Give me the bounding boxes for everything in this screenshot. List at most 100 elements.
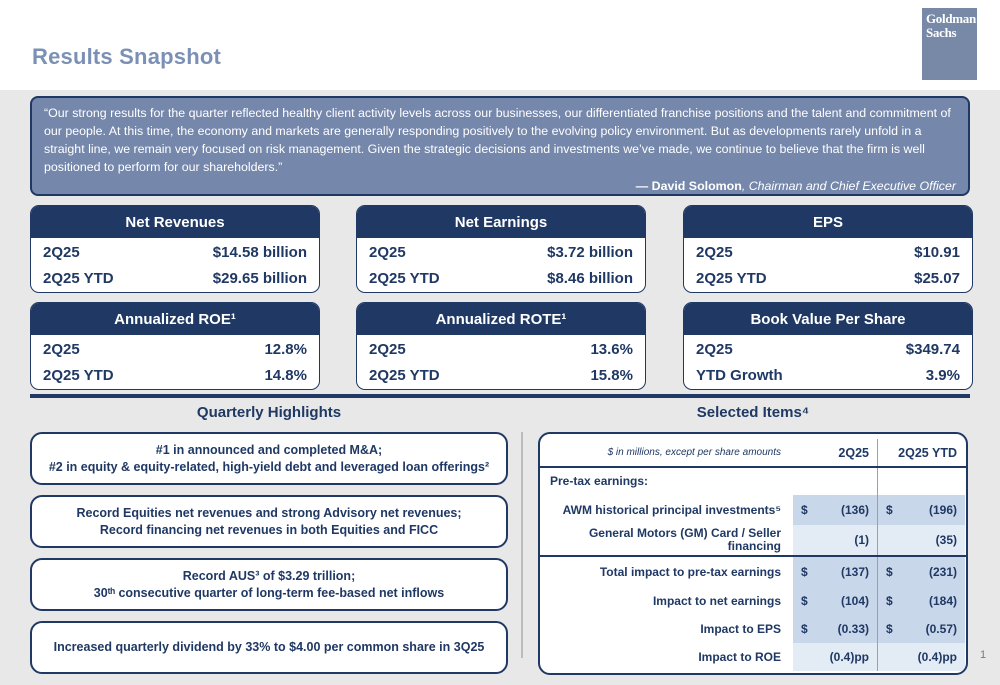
metric-row-label: 2Q25: [43, 341, 80, 358]
metric-row-label: 2Q25: [369, 341, 406, 358]
table-cell-value: (136): [840, 503, 869, 517]
dollar-sign: $: [801, 565, 808, 579]
metric-row-label: 2Q25 YTD: [43, 367, 114, 384]
table-row-label: General Motors (GM) Card / Seller financ…: [588, 526, 781, 553]
metric-card-annualized-roe: Annualized ROE¹ 2Q25 12.8% 2Q25 YTD 14.8…: [30, 302, 320, 390]
ceo-quote-text: “Our strong results for the quarter refl…: [44, 106, 951, 174]
metric-row-value: $10.91: [914, 244, 960, 261]
metric-card-book-value-per-share: Book Value Per Share 2Q25 $349.74 YTD Gr…: [683, 302, 973, 390]
metric-row-label: 2Q25 YTD: [369, 270, 440, 287]
metric-row: 2Q25 $349.74: [696, 337, 960, 363]
dollar-sign: $: [886, 594, 893, 608]
table-cell-value: (35): [935, 533, 957, 547]
table-row-label: Impact to EPS: [700, 621, 781, 636]
metric-row: 2Q25 $14.58 billion: [43, 240, 307, 266]
table-cell-value: (0.4)pp: [917, 650, 957, 664]
metric-row-value: $3.72 billion: [547, 244, 633, 261]
ceo-quote-box: “Our strong results for the quarter refl…: [30, 96, 970, 196]
metric-row-value: $8.46 billion: [547, 270, 633, 287]
metric-row: 2Q25 YTD $8.46 billion: [369, 266, 633, 292]
table-cell-value: (196): [928, 503, 957, 517]
metric-row: 2Q25 12.8%: [43, 337, 307, 363]
metric-row-value: 14.8%: [264, 367, 307, 384]
metric-card-net-revenues: Net Revenues 2Q25 $14.58 billion 2Q25 YT…: [30, 205, 320, 293]
metric-row-value: $14.58 billion: [212, 244, 307, 261]
page-title: Results Snapshot: [32, 44, 222, 69]
highlight-box-record-aus: Record AUS³ of $3.29 trillion; 30ᵗʰ cons…: [30, 558, 508, 611]
table-row-label: Impact to net earnings: [652, 593, 781, 608]
selected-items-table: $ in millions, except per share amounts …: [538, 432, 968, 675]
slide-header-band: [0, 0, 1000, 90]
metric-row-value: $349.74: [905, 341, 960, 358]
highlight-box-dividend: Increased quarterly dividend by 33% to $…: [30, 621, 508, 674]
highlight-line: Increased quarterly dividend by 33% to $…: [53, 640, 485, 654]
table-row-gm-card: General Motors (GM) Card / Seller financ…: [540, 525, 966, 555]
metric-row: 2Q25 13.6%: [369, 337, 633, 363]
quote-attribution-name: — David Solomon: [635, 179, 742, 193]
metric-row-label: 2Q25: [696, 341, 733, 358]
table-row-net-earnings: Impact to net earnings $ (104) $ (184): [540, 587, 966, 615]
metric-row: 2Q25 YTD $25.07: [696, 266, 960, 292]
selected-items-title: Selected Items⁴: [696, 404, 810, 421]
page-number: 1: [980, 649, 987, 661]
highlight-line: 30ᵗʰ consecutive quarter of long-term fe…: [93, 585, 445, 600]
dollar-sign: $: [801, 503, 808, 517]
metric-card-title: Annualized ROE¹: [31, 303, 319, 335]
table-cell-value: (104): [840, 594, 869, 608]
metric-card-annualized-rote: Annualized ROTE¹ 2Q25 13.6% 2Q25 YTD 15.…: [356, 302, 646, 390]
quote-attribution-title: , Chairman and Chief Executive Officer: [741, 179, 956, 193]
metric-card-title: Book Value Per Share: [684, 303, 972, 335]
metric-row-label: 2Q25: [369, 244, 406, 261]
metric-card-title: Net Earnings: [357, 206, 645, 238]
table-row-roe: Impact to ROE (0.4)pp (0.4)pp: [540, 643, 966, 671]
dollar-sign: $: [801, 594, 808, 608]
dollar-sign: $: [886, 503, 893, 517]
metric-row-value: 12.8%: [264, 341, 307, 358]
goldman-sachs-logo: Goldman Sachs: [922, 8, 977, 80]
highlight-line: #1 in announced and completed M&A;: [155, 442, 383, 457]
metric-card-net-earnings: Net Earnings 2Q25 $3.72 billion 2Q25 YTD…: [356, 205, 646, 293]
table-cell-value: (0.4)pp: [829, 650, 869, 664]
table-row-label: Impact to ROE: [698, 649, 781, 664]
table-section-label: Pre-tax earnings:: [550, 474, 649, 488]
metric-row-value: 3.9%: [925, 367, 960, 384]
metric-row: 2Q25 $10.91: [696, 240, 960, 266]
metric-row: 2Q25 YTD 14.8%: [43, 363, 307, 389]
table-unit-note: $ in millions, except per share amounts: [607, 447, 781, 458]
table-section-row: Pre-tax earnings:: [540, 468, 966, 495]
highlight-line: #2 in equity & equity-related, high-yiel…: [48, 459, 490, 474]
metric-row: 2Q25 $3.72 billion: [369, 240, 633, 266]
table-row-total-pretax: Total impact to pre-tax earnings $ (137) …: [540, 555, 966, 587]
metric-row: YTD Growth 3.9%: [696, 363, 960, 389]
table-cell-value: (137): [840, 565, 869, 579]
logo-line-2: Sachs: [926, 25, 957, 40]
table-col-header-2q25-ytd: 2Q25 YTD: [877, 439, 965, 466]
metric-card-title: Annualized ROTE¹: [357, 303, 645, 335]
table-cell-value: (0.33): [837, 622, 869, 636]
dollar-sign: $: [886, 565, 893, 579]
metric-row-label: 2Q25 YTD: [43, 270, 114, 287]
table-cell-value: (184): [928, 594, 957, 608]
metric-row-value: $25.07: [914, 270, 960, 287]
metric-card-eps: EPS 2Q25 $10.91 2Q25 YTD $25.07: [683, 205, 973, 293]
quote-attribution: — David Solomon, Chairman and Chief Exec…: [44, 177, 956, 195]
vertical-section-divider: [521, 432, 523, 658]
table-row-awm-investments: AWM historical principal investments⁵ $ (…: [540, 495, 966, 525]
highlight-box-record-revenues: Record Equities net revenues and strong …: [30, 495, 508, 548]
metric-card-title: Net Revenues: [31, 206, 319, 238]
section-divider-rule: [30, 394, 970, 398]
metric-card-title: EPS: [684, 206, 972, 238]
table-row-label: Total impact to pre-tax earnings: [599, 564, 781, 579]
highlight-line: Record AUS³ of $3.29 trillion;: [182, 568, 356, 583]
dollar-sign: $: [801, 622, 808, 636]
highlight-box-ma-rankings: #1 in announced and completed M&A; #2 in…: [30, 432, 508, 485]
table-cell-value: (1): [854, 533, 869, 547]
metric-row-value: 13.6%: [590, 341, 633, 358]
dollar-sign: $: [886, 622, 893, 636]
metric-row-value: 15.8%: [590, 367, 633, 384]
metric-row-label: 2Q25: [696, 244, 733, 261]
highlight-line: Record financing net revenues in both Eq…: [99, 522, 439, 537]
metric-row: 2Q25 YTD 15.8%: [369, 363, 633, 389]
table-cell-value: (231): [928, 565, 957, 579]
metric-row-label: 2Q25 YTD: [696, 270, 767, 287]
